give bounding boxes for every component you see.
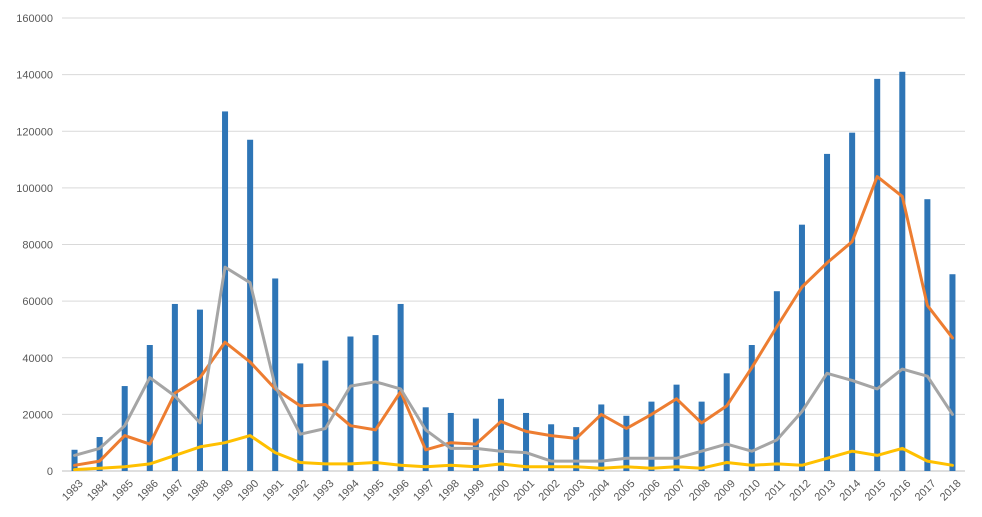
x-tick-label: 1984 xyxy=(85,478,111,504)
x-tick-label: 1992 xyxy=(286,478,312,504)
bar xyxy=(222,111,229,472)
bar xyxy=(196,309,203,471)
bar xyxy=(924,199,931,471)
bar xyxy=(949,274,956,471)
y-tick-label: 60000 xyxy=(22,296,53,308)
x-tick-label: 2000 xyxy=(486,478,512,504)
bar xyxy=(824,153,831,471)
x-tick-label: 2010 xyxy=(737,478,763,504)
x-tick-label: 1994 xyxy=(336,478,362,504)
bar xyxy=(623,415,630,471)
bar xyxy=(146,345,153,471)
x-tick-label: 1990 xyxy=(236,478,262,504)
bar xyxy=(497,398,504,471)
bar xyxy=(71,449,78,471)
bar xyxy=(247,139,254,471)
bar xyxy=(96,437,103,471)
bar xyxy=(773,291,780,471)
y-tick-label: 100000 xyxy=(16,183,53,195)
x-tick-label: 2005 xyxy=(612,478,638,504)
x-tick-label: 1988 xyxy=(185,478,211,504)
x-tick-label: 2001 xyxy=(511,478,537,504)
y-tick-label: 40000 xyxy=(22,353,53,365)
x-tick-label: 1995 xyxy=(361,478,387,504)
y-tick-label: 80000 xyxy=(22,240,53,252)
series-line xyxy=(73,434,954,472)
x-tick-label: 1991 xyxy=(261,478,287,504)
x-tick-label: 2002 xyxy=(537,478,563,504)
x-tick-label: 1997 xyxy=(411,478,437,504)
x-tick-label: 1987 xyxy=(160,478,186,504)
x-tick-label: 2018 xyxy=(938,478,964,504)
y-tick-label: 0 xyxy=(47,466,53,478)
bar xyxy=(372,335,379,471)
bar xyxy=(422,407,429,471)
x-tick-label: 2016 xyxy=(888,478,914,504)
x-tick-label: 2004 xyxy=(587,478,613,504)
bar xyxy=(874,78,881,471)
bar xyxy=(798,224,805,471)
bar xyxy=(171,303,178,471)
x-tick-label: 1989 xyxy=(210,478,236,504)
x-tick-label: 2003 xyxy=(562,478,588,504)
x-tick-label: 2011 xyxy=(763,478,788,503)
x-tick-label: 1998 xyxy=(436,478,462,504)
bar xyxy=(698,401,705,471)
x-tick-label: 2006 xyxy=(637,478,663,504)
bar xyxy=(121,386,128,471)
series-line xyxy=(73,265,954,463)
bar xyxy=(723,373,730,471)
y-tick-label: 120000 xyxy=(16,126,53,138)
series-line xyxy=(73,175,954,467)
bar xyxy=(849,132,856,471)
x-tick-label: 2007 xyxy=(662,478,688,504)
bar xyxy=(673,384,680,471)
x-tick-label: 2017 xyxy=(913,478,939,504)
x-tick-label: 2009 xyxy=(712,478,738,504)
x-tick-label: 1986 xyxy=(135,478,161,504)
x-tick-label: 2014 xyxy=(838,478,864,504)
x-tick-label: 2008 xyxy=(687,478,713,504)
bar xyxy=(322,360,329,471)
x-tick-label: 1999 xyxy=(461,478,487,504)
x-tick-label: 2012 xyxy=(787,478,813,504)
bar xyxy=(297,363,304,471)
bar xyxy=(573,427,580,471)
bar xyxy=(598,404,605,471)
x-tick-label: 2015 xyxy=(863,478,889,504)
bar xyxy=(748,345,755,471)
y-tick-label: 20000 xyxy=(22,409,53,421)
x-tick-label: 1985 xyxy=(110,478,136,504)
bar xyxy=(899,71,906,471)
bar xyxy=(523,412,530,471)
bar xyxy=(648,401,655,471)
y-tick-label: 140000 xyxy=(16,70,53,82)
bar xyxy=(347,336,354,471)
bar xyxy=(272,278,279,471)
bar xyxy=(548,424,555,471)
x-tick-label: 1983 xyxy=(60,478,86,504)
x-tick-label: 1996 xyxy=(386,478,412,504)
y-tick-label: 160000 xyxy=(16,13,53,25)
x-tick-label: 2013 xyxy=(812,478,838,504)
x-tick-label: 1993 xyxy=(311,478,337,504)
